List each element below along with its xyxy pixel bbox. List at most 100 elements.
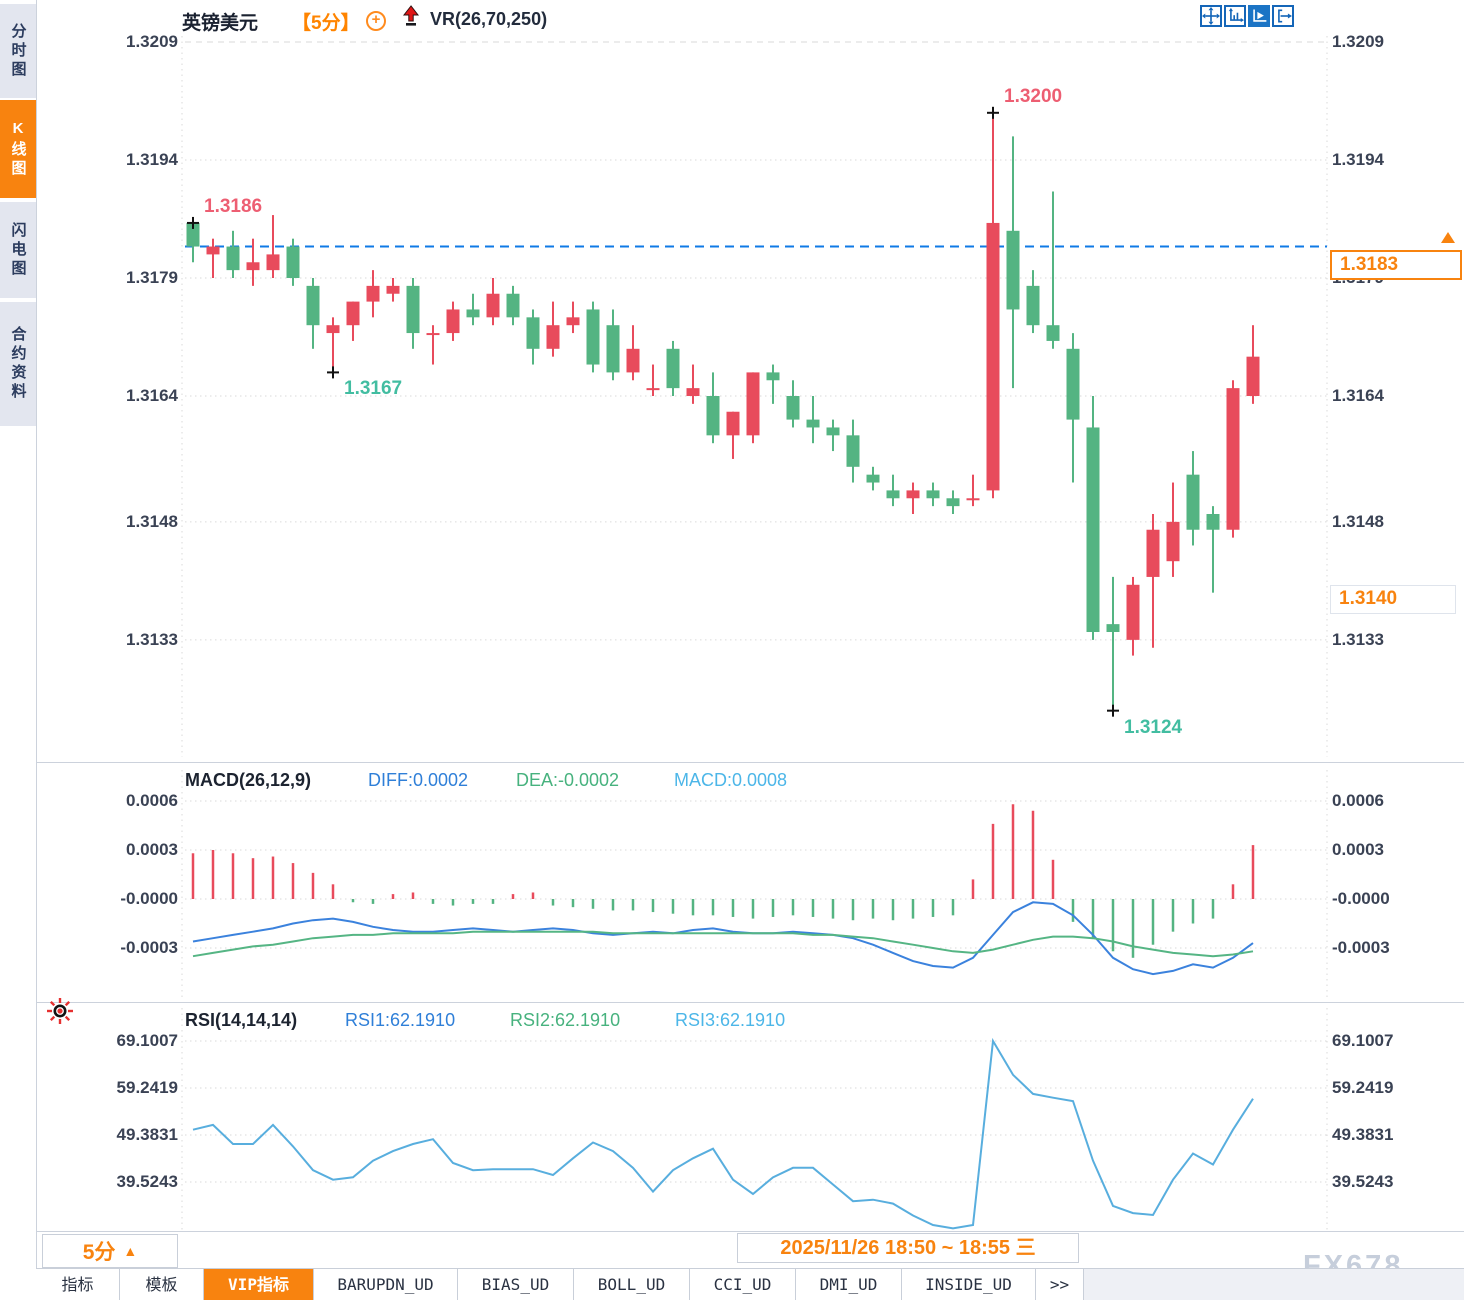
candle-body[interactable] <box>366 285 380 302</box>
axis-scale-icon[interactable] <box>1224 5 1246 27</box>
candle-body[interactable] <box>446 309 460 334</box>
pan-crosshair-icon[interactable] <box>1200 5 1222 27</box>
candle-body[interactable] <box>1086 427 1100 633</box>
candle-body[interactable] <box>1166 521 1180 562</box>
candle-body[interactable] <box>386 285 400 294</box>
price-axis-label: 1.3209 <box>1332 32 1384 51</box>
candle-body[interactable] <box>826 427 840 436</box>
price-axis-label: 1.3179 <box>126 268 178 287</box>
axis-play-icon[interactable] <box>1248 5 1270 27</box>
bottom-tab-3[interactable]: VIP指标 <box>204 1269 314 1300</box>
candle-body[interactable] <box>1106 624 1120 633</box>
sidebar-tab-2[interactable]: K线图 <box>0 100 36 198</box>
bottom-tab-6[interactable]: BOLL_UD <box>574 1269 690 1300</box>
macd-diff-line <box>192 901 1254 976</box>
macd-title[interactable]: MACD(26,12,9) <box>185 770 312 790</box>
indicator-title[interactable]: VR(26,70,250) <box>430 9 548 29</box>
rsi3-value: RSI3:62.1910 <box>675 1010 786 1030</box>
candle-body[interactable] <box>246 262 260 271</box>
bottom-tab-1[interactable]: 指标 <box>36 1269 120 1300</box>
macd-axis-label: -0.0000 <box>120 889 178 908</box>
price-marker-label: 1.3167 <box>344 378 403 400</box>
candle-body[interactable] <box>666 348 680 389</box>
candle-body[interactable] <box>846 435 860 467</box>
price-axis-label: 1.3194 <box>126 150 178 169</box>
candle-body[interactable] <box>426 333 440 336</box>
candle-body[interactable] <box>926 490 940 499</box>
candle-body[interactable] <box>1246 356 1260 397</box>
candle-body[interactable] <box>1206 514 1220 530</box>
candle-body[interactable] <box>686 388 700 397</box>
candle-body[interactable] <box>326 325 340 334</box>
candle-body[interactable] <box>1146 529 1160 577</box>
candle-body[interactable] <box>746 372 760 436</box>
sidebar-tab-1[interactable]: 分时图 <box>0 4 36 98</box>
candle-body[interactable] <box>866 474 880 483</box>
period-up-arrow-icon: ▲ <box>123 1243 138 1259</box>
rsi-axis-label: 69.1007 <box>116 1031 178 1050</box>
candle-body[interactable] <box>406 285 420 334</box>
macd-axis-label: 0.0006 <box>1332 791 1384 810</box>
rsi-axis-label: 39.5243 <box>1332 1171 1394 1191</box>
candle-body[interactable] <box>566 317 580 326</box>
candle-body[interactable] <box>706 396 720 436</box>
rsi-title[interactable]: RSI(14,14,14) <box>185 1010 298 1030</box>
period-selector[interactable]: 5分 ▲ <box>42 1234 178 1268</box>
price-axis-label: 1.3133 <box>1332 629 1384 649</box>
candle-body[interactable] <box>586 309 600 365</box>
candle-body[interactable] <box>1226 388 1240 530</box>
macd-axis-label: 0.0006 <box>126 791 178 810</box>
candle-body[interactable] <box>966 498 980 501</box>
indicator-settings-icon[interactable] <box>44 995 76 1032</box>
candle-body[interactable] <box>1186 474 1200 530</box>
sidebar-tab-3[interactable]: 闪电图 <box>0 202 36 298</box>
reference-price-tag: 1.3140 <box>1330 585 1456 614</box>
price-axis-label: 1.3194 <box>1332 150 1384 169</box>
candle-body[interactable] <box>506 293 520 318</box>
candle-body[interactable] <box>986 222 1000 491</box>
candle-body[interactable] <box>1126 584 1140 640</box>
candle-body[interactable] <box>606 325 620 373</box>
candle-body[interactable] <box>886 490 900 499</box>
candle-body[interactable] <box>526 317 540 349</box>
rsi-axis-label: 49.3831 <box>1332 1124 1394 1144</box>
candle-body[interactable] <box>266 254 280 271</box>
candle-body[interactable] <box>546 325 560 349</box>
period-badge[interactable]: 【5分】 <box>292 13 360 34</box>
symbol-title: 英镑美元 <box>182 13 259 34</box>
candle-body[interactable] <box>806 419 820 428</box>
bottom-tab-7[interactable]: CCI_UD <box>690 1269 796 1300</box>
candle-body[interactable] <box>206 246 220 255</box>
candle-body[interactable] <box>906 490 920 499</box>
macd-axis-label: -0.0003 <box>1332 937 1390 957</box>
candle-body[interactable] <box>626 348 640 373</box>
candle-body[interactable] <box>1006 230 1020 310</box>
candle-body[interactable] <box>786 396 800 420</box>
candle-body[interactable] <box>1066 348 1080 420</box>
candle-body[interactable] <box>186 222 200 247</box>
add-indicator-icon[interactable]: + <box>366 11 386 31</box>
sidebar-tab-4[interactable]: 合约资料 <box>0 302 36 426</box>
candle-body[interactable] <box>466 309 480 318</box>
candle-body[interactable] <box>766 372 780 381</box>
chart-canvas[interactable] <box>0 0 1464 1232</box>
candle-body[interactable] <box>486 293 500 318</box>
candle-body[interactable] <box>226 246 240 271</box>
jump-to-latest-icon[interactable] <box>1272 5 1294 27</box>
bottom-tab-5[interactable]: BIAS_UD <box>458 1269 574 1300</box>
rsi1-value: RSI1:62.1910 <box>345 1010 456 1030</box>
candle-body[interactable] <box>726 411 740 436</box>
candle-body[interactable] <box>946 498 960 507</box>
candle-body[interactable] <box>286 246 300 279</box>
bottom-tab-4[interactable]: BARUPDN_UD <box>314 1269 458 1300</box>
candle-body[interactable] <box>1046 325 1060 341</box>
candle-body[interactable] <box>306 285 320 326</box>
bottom-tab-8[interactable]: DMI_UD <box>796 1269 902 1300</box>
candle-body[interactable] <box>646 388 660 391</box>
price-marker-label: 1.3124 <box>1124 716 1183 738</box>
candle-body[interactable] <box>346 301 360 326</box>
bottom-tab-2[interactable]: 模板 <box>120 1269 204 1300</box>
bottom-tab-9[interactable]: INSIDE_UD <box>902 1269 1036 1300</box>
candle-body[interactable] <box>1026 285 1040 326</box>
bottom-tab-10[interactable]: >> <box>1036 1269 1084 1300</box>
